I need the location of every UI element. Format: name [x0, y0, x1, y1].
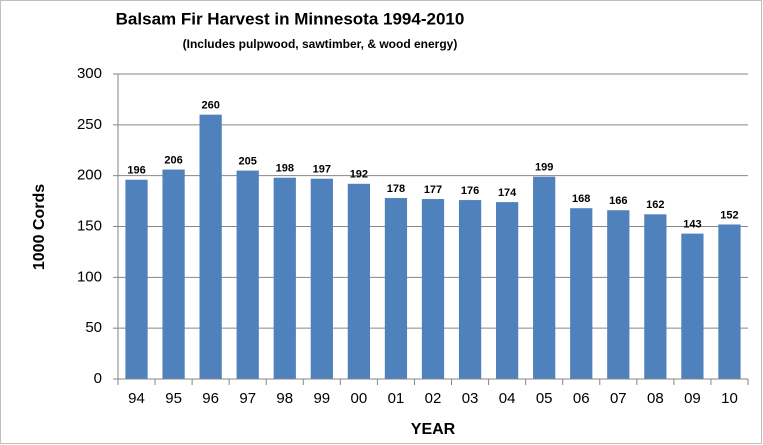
x-tick-label: 94	[128, 390, 145, 407]
data-label: 192	[350, 169, 368, 181]
data-label: 199	[535, 162, 553, 174]
x-tick-label: 00	[351, 390, 368, 407]
bar	[718, 224, 741, 379]
x-tick-label: 03	[462, 390, 479, 407]
x-tick-label: 96	[202, 390, 219, 407]
bar	[384, 198, 408, 379]
x-tick-label: 09	[684, 390, 701, 407]
y-tick-label: 150	[77, 217, 102, 234]
x-tick-label: 05	[536, 390, 553, 407]
x-tick-label: 99	[313, 390, 330, 407]
bar	[347, 183, 370, 379]
y-tick-label: 250	[77, 116, 102, 133]
data-label: 166	[609, 195, 627, 207]
bar	[199, 114, 222, 380]
bar	[310, 178, 333, 379]
y-axis-label: 1000 Cords	[31, 184, 48, 270]
bar	[607, 210, 630, 379]
data-label: 178	[387, 183, 405, 195]
bar	[496, 202, 519, 379]
x-tick-label: 01	[388, 390, 405, 407]
data-label: 168	[572, 193, 590, 205]
bar	[273, 177, 296, 379]
x-tick-label: 04	[499, 390, 516, 407]
data-label: 152	[720, 209, 738, 221]
x-tick-label: 07	[610, 390, 627, 407]
x-tick-label: 95	[165, 390, 182, 407]
bar	[570, 208, 593, 379]
data-label: 162	[646, 199, 664, 211]
chart-subtitle: (Includes pulpwood, sawtimber, & wood en…	[183, 37, 458, 51]
bar	[533, 176, 556, 379]
y-tick-label: 50	[85, 319, 102, 336]
bar	[458, 200, 482, 379]
x-tick-label: 06	[573, 390, 590, 407]
y-tick-label: 0	[94, 370, 102, 387]
data-label: 143	[683, 219, 701, 231]
y-tick-label: 200	[77, 167, 102, 184]
x-tick-label: 10	[721, 390, 738, 407]
bar	[644, 214, 667, 379]
data-label: 198	[276, 163, 294, 175]
y-tick-label: 100	[77, 268, 102, 285]
y-tick-label: 300	[77, 65, 102, 82]
x-tick-label: 08	[647, 390, 664, 407]
data-label: 174	[498, 187, 517, 199]
data-label: 260	[201, 100, 219, 112]
data-label: 196	[127, 165, 145, 177]
x-tick-label: 98	[276, 390, 293, 407]
bar	[681, 233, 704, 379]
data-label: 197	[313, 164, 331, 176]
bar	[125, 179, 148, 379]
data-label: 205	[239, 155, 257, 167]
x-tick-label: 02	[425, 390, 442, 407]
bar	[162, 169, 185, 379]
data-label: 206	[164, 154, 182, 166]
bar	[421, 199, 445, 379]
x-axis-label: YEAR	[411, 421, 456, 438]
x-tick-label: 97	[239, 390, 256, 407]
data-label: 176	[461, 185, 479, 197]
bar	[236, 170, 259, 379]
chart-title: Balsam Fir Harvest in Minnesota 1994-201…	[116, 9, 465, 28]
data-label: 177	[424, 184, 442, 196]
